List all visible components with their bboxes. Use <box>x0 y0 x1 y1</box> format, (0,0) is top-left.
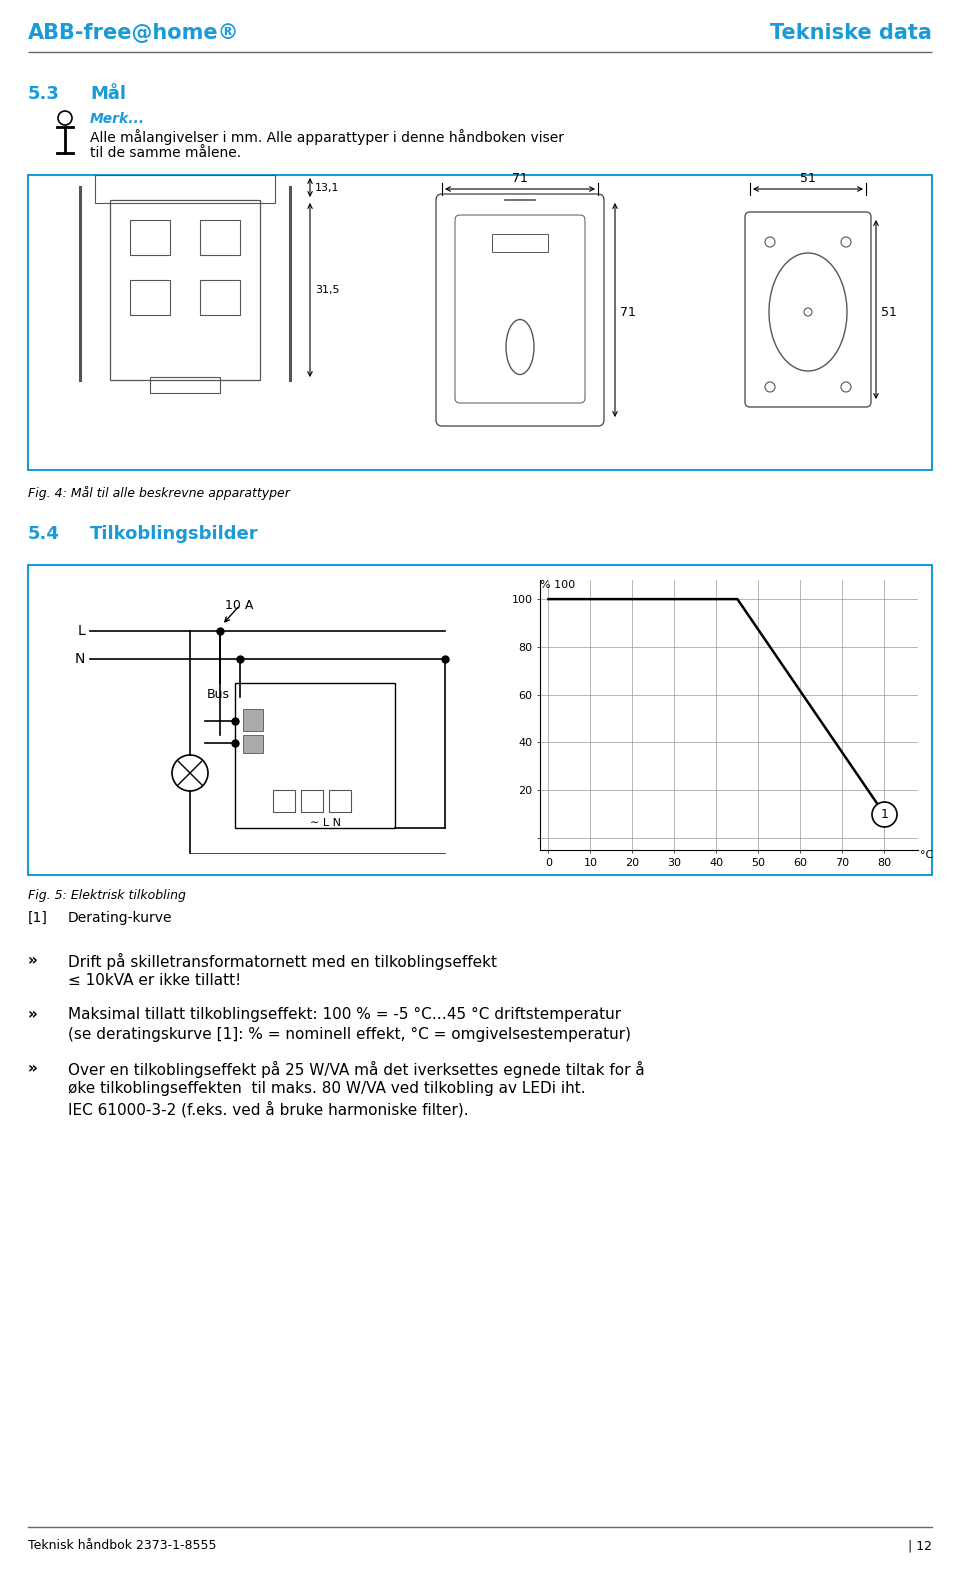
Text: % 100: % 100 <box>540 580 575 591</box>
Text: °C: °C <box>920 850 933 859</box>
Text: til de samme målene.: til de samme målene. <box>90 146 241 160</box>
Bar <box>28 174 932 470</box>
Bar <box>110 200 260 380</box>
Bar <box>130 220 170 255</box>
Bar <box>130 280 170 316</box>
Text: 5.3: 5.3 <box>28 85 60 104</box>
Text: øke tilkoblingseffekten  til maks. 80 W/VA ved tilkobling av LEDi iht.: øke tilkoblingseffekten til maks. 80 W/V… <box>68 1081 586 1097</box>
Bar <box>243 709 263 731</box>
Text: 31,5: 31,5 <box>315 284 340 295</box>
Text: Drift på skilletransformatornett med en tilkoblingseffekt: Drift på skilletransformatornett med en … <box>68 954 497 969</box>
Text: »: » <box>28 1007 37 1023</box>
Text: Fig. 4: Mål til alle beskrevne apparattyper: Fig. 4: Mål til alle beskrevne apparatty… <box>28 485 290 500</box>
Text: Tilkoblingsbilder: Tilkoblingsbilder <box>90 525 258 544</box>
Text: 5.4: 5.4 <box>28 525 60 544</box>
Bar <box>273 790 295 812</box>
Text: ABB-free@home®: ABB-free@home® <box>28 24 239 42</box>
Bar <box>200 280 240 316</box>
Text: Fig. 5: Elektrisk tilkobling: Fig. 5: Elektrisk tilkobling <box>28 889 186 902</box>
Text: ∼ L N: ∼ L N <box>309 818 341 828</box>
Text: 51: 51 <box>881 305 897 319</box>
Bar <box>329 790 351 812</box>
Text: L: L <box>77 624 85 638</box>
Text: 71: 71 <box>620 305 636 319</box>
Text: Alle målangivelser i mm. Alle apparattyper i denne håndboken viser: Alle målangivelser i mm. Alle apparattyp… <box>90 129 564 145</box>
Text: Tekniske data: Tekniske data <box>770 24 932 42</box>
Bar <box>492 234 548 251</box>
Bar <box>200 220 240 255</box>
Bar <box>28 566 932 875</box>
Text: ≤ 10kVA er ikke tillatt!: ≤ 10kVA er ikke tillatt! <box>68 972 241 988</box>
Text: 51: 51 <box>800 171 816 185</box>
Text: [1]: [1] <box>28 911 48 925</box>
Text: IEC 61000-3-2 (f.eks. ved å bruke harmoniske filter).: IEC 61000-3-2 (f.eks. ved å bruke harmon… <box>68 1101 468 1117</box>
Text: Teknisk håndbok 2373-1-8555: Teknisk håndbok 2373-1-8555 <box>28 1540 217 1552</box>
Text: (se deratingskurve [1]: % = nominell effekt, °C = omgivelsestemperatur): (se deratingskurve [1]: % = nominell eff… <box>68 1027 631 1042</box>
Text: »: » <box>28 954 37 968</box>
Text: Merk...: Merk... <box>90 112 145 126</box>
Bar <box>150 377 220 393</box>
Text: Mål: Mål <box>90 85 126 104</box>
Bar <box>95 174 275 203</box>
Text: Over en tilkoblingseffekt på 25 W/VA må det iverksettes egnede tiltak for å: Over en tilkoblingseffekt på 25 W/VA må … <box>68 1060 645 1078</box>
Text: 1: 1 <box>880 807 888 820</box>
Text: 10 A: 10 A <box>225 599 253 611</box>
Text: Maksimal tillatt tilkoblingseffekt: 100 % = -5 °C…45 °C driftstemperatur: Maksimal tillatt tilkoblingseffekt: 100 … <box>68 1007 621 1023</box>
Bar <box>243 735 263 753</box>
Text: N: N <box>75 652 85 666</box>
Bar <box>301 790 323 812</box>
Text: 71: 71 <box>512 171 528 185</box>
Text: | 12: | 12 <box>908 1540 932 1552</box>
Text: »: » <box>28 1060 37 1076</box>
Bar <box>235 683 395 828</box>
Text: 13,1: 13,1 <box>315 182 340 193</box>
Text: Bus: Bus <box>207 688 230 701</box>
Text: Derating-kurve: Derating-kurve <box>68 911 173 925</box>
